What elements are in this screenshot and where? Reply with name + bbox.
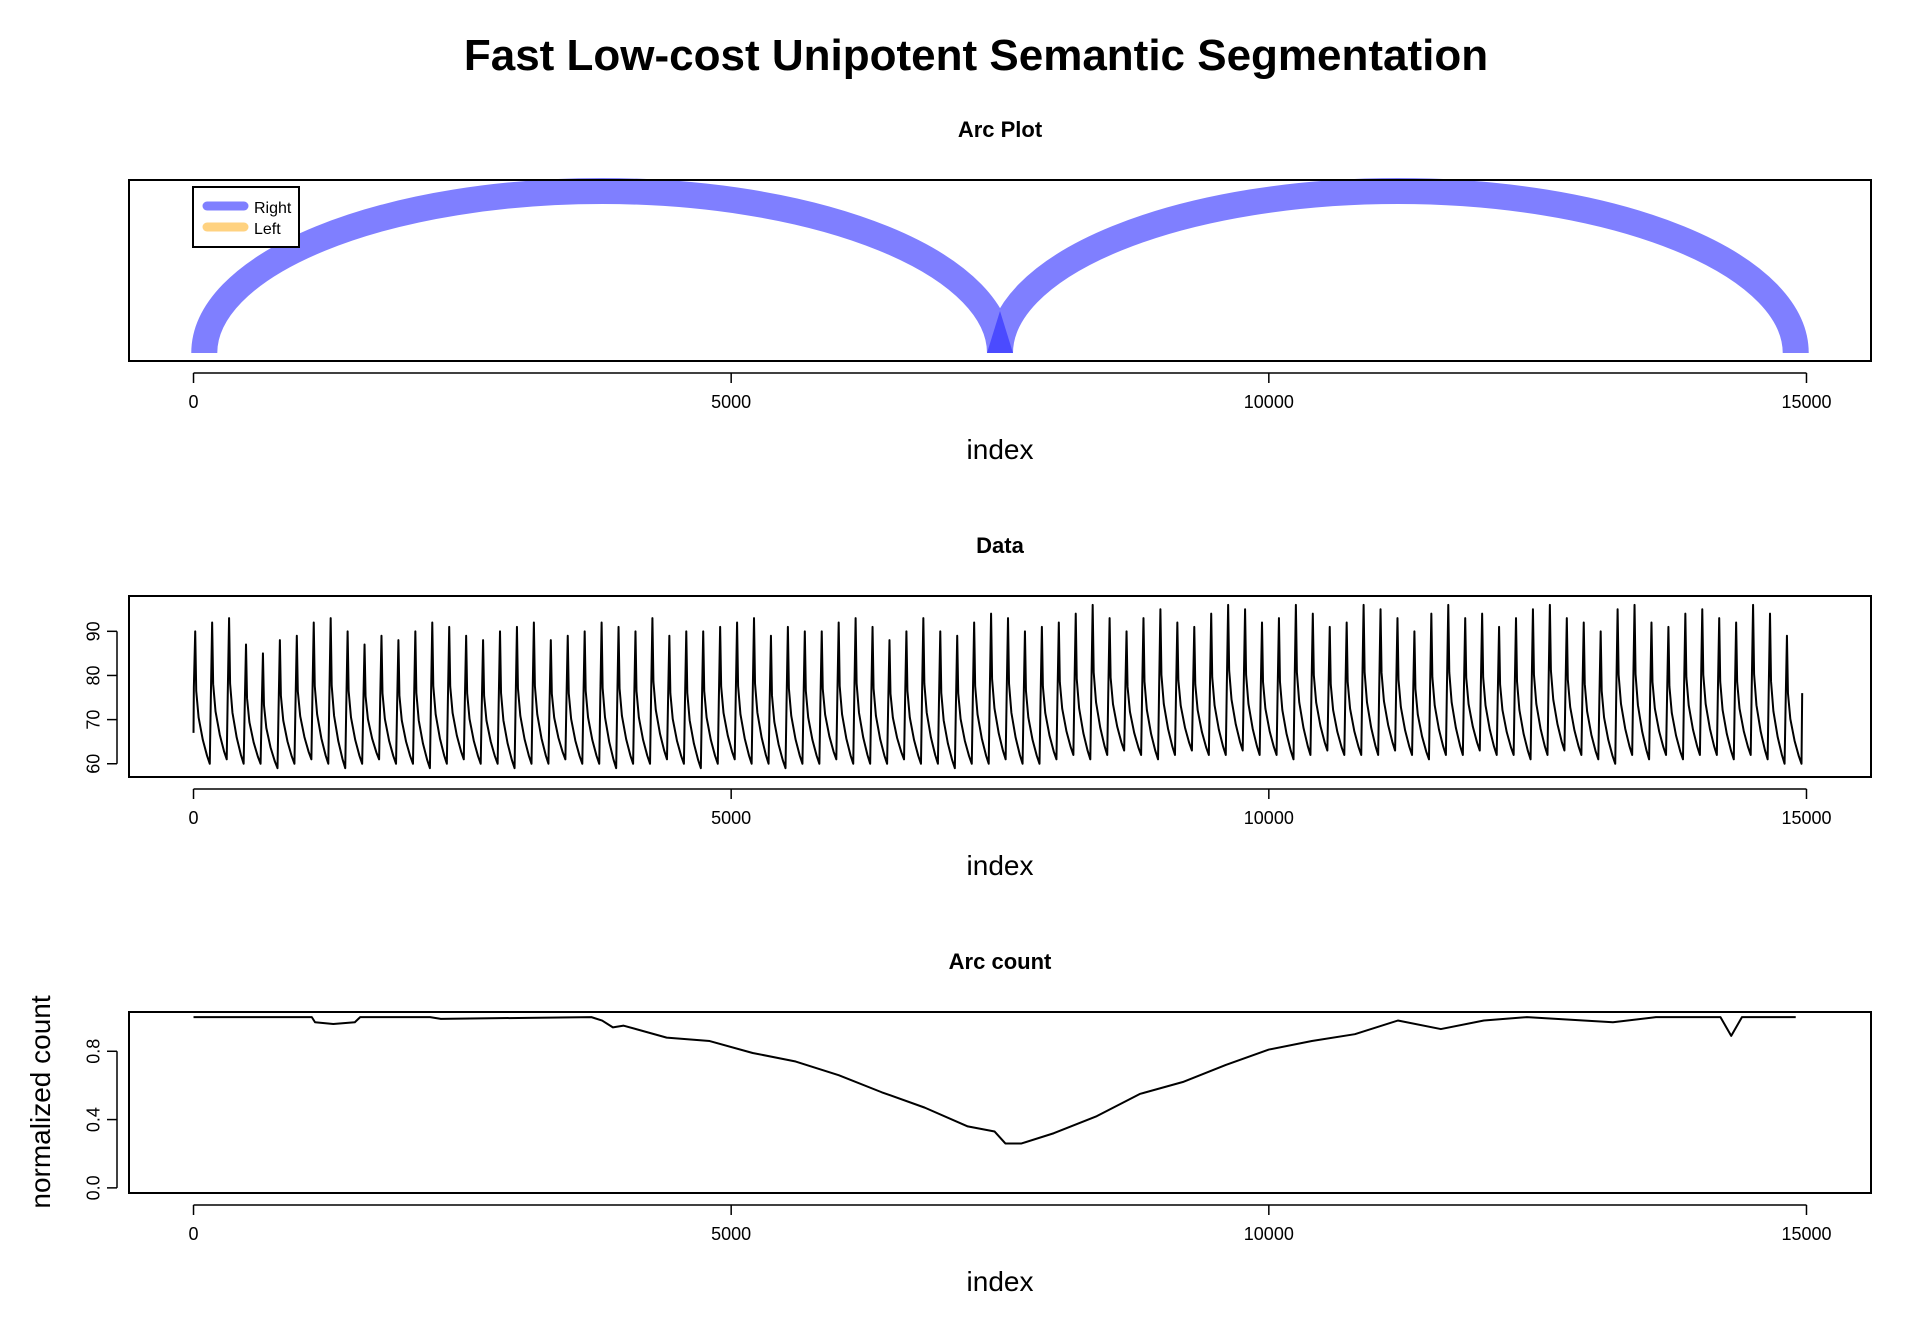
arc-plot-title: Arc Plot — [958, 117, 1043, 142]
arc-count-title: Arc count — [949, 949, 1052, 974]
x-tick-label: 10000 — [1244, 392, 1294, 412]
y-tick-label: 70 — [83, 710, 103, 730]
x-tick-label: 15000 — [1781, 392, 1831, 412]
figure-title: Fast Low-cost Unipotent Semantic Segment… — [464, 31, 1488, 80]
data-title: Data — [976, 533, 1024, 558]
arc-plot-marks — [191, 178, 1809, 354]
arc-2 — [987, 178, 1809, 354]
arc-1 — [191, 178, 1013, 354]
x-tick-label: 0 — [189, 392, 199, 412]
legend-label-right: Right — [254, 200, 292, 217]
x-tick-label: 5000 — [711, 392, 751, 412]
y-tick-label: 60 — [83, 754, 103, 774]
legend-box — [192, 186, 300, 248]
data-xlabel: index — [967, 850, 1034, 881]
x-tick-label: 0 — [189, 808, 199, 828]
arc-plot-x-axis: 0 5000 10000 15000 — [189, 372, 1832, 412]
x-tick-label: 0 — [189, 1224, 199, 1244]
arc-plot-xlabel: index — [967, 434, 1034, 465]
data-x-axis: 0 5000 10000 15000 — [189, 788, 1832, 828]
arc-count-xlabel: index — [967, 1266, 1034, 1297]
y-tick-label: 0.0 — [83, 1175, 103, 1200]
arc-count-marks — [193, 1016, 1796, 1145]
y-tick-label: 80 — [83, 665, 103, 685]
y-tick-label: 90 — [83, 621, 103, 641]
data-y-axis: 60 70 80 90 — [83, 621, 118, 774]
x-tick-label: 5000 — [711, 808, 751, 828]
x-tick-label: 15000 — [1781, 1224, 1831, 1244]
y-tick-label: 0.8 — [83, 1039, 103, 1064]
arc-plot-panel: Arc Plot 0 5000 10000 15000 index Right Lef… — [128, 117, 1872, 465]
data-panel: Data 0 5000 10000 15000 60 70 80 90 index — [83, 533, 1872, 881]
data-marks — [192, 603, 1804, 770]
arc-plot-legend: Right Left — [192, 186, 300, 248]
x-tick-label: 5000 — [711, 1224, 751, 1244]
legend-label-left: Left — [254, 221, 281, 238]
x-tick-label: 10000 — [1244, 1224, 1294, 1244]
arc-overlap — [987, 311, 1013, 353]
arc-count-y-axis: 0.0 0.4 0.8 — [83, 1039, 118, 1200]
data-frame — [128, 595, 1872, 778]
arc-count-x-axis: 0 5000 10000 15000 — [189, 1204, 1832, 1244]
data-series-line — [192, 603, 1804, 770]
y-tick-label: 0.4 — [83, 1107, 103, 1132]
x-tick-label: 10000 — [1244, 808, 1294, 828]
x-tick-label: 15000 — [1781, 808, 1831, 828]
arc-count-frame — [128, 1011, 1872, 1194]
arc-plot-frame — [128, 179, 1872, 362]
arc-count-panel: Arc count 0 5000 10000 15000 0.0 0.4 0.8 inde… — [25, 949, 1872, 1297]
arc-count-ylabel: normalized count — [25, 995, 56, 1208]
arc-count-series-line — [193, 1016, 1796, 1145]
